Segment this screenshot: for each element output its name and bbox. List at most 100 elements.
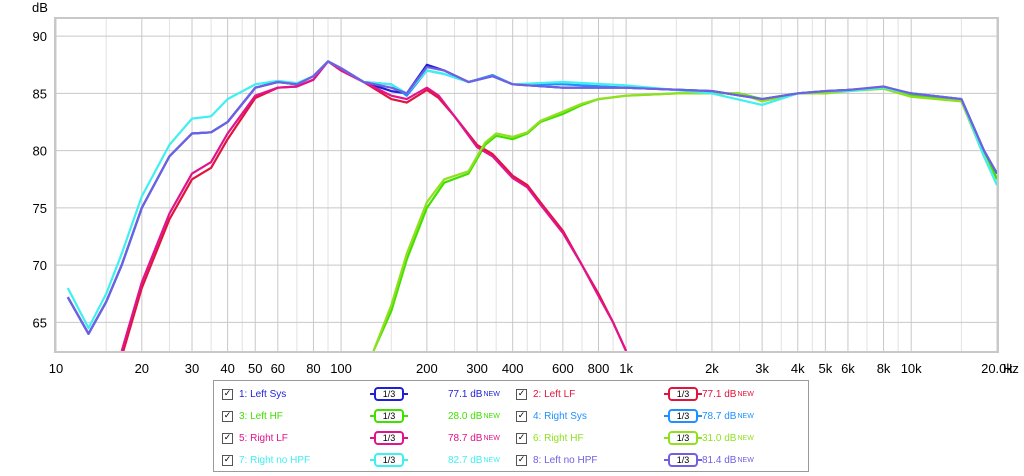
x-tick-label: 5k	[819, 361, 833, 376]
series-visibility-checkbox[interactable]: ✓	[516, 454, 527, 466]
level-value: 78.7 dB	[448, 432, 483, 444]
legend-label: 2: Left LF	[533, 388, 576, 400]
smoothing-button[interactable]: 1/3	[370, 453, 408, 467]
level-value: 77.1 dB	[448, 388, 483, 400]
y-tick-labels: 65 70 75 80 85 90	[33, 29, 47, 330]
x-axis-label: Hz	[1003, 361, 1019, 376]
x-tick-label: 200	[416, 361, 438, 376]
legend-label: 4: Right Sys	[533, 410, 587, 422]
x-tick-label: 10k	[901, 361, 922, 376]
legend-entry: ✓ 5: Right LF	[222, 427, 288, 449]
legend-entry: ✓ 6: Right HF	[516, 427, 584, 449]
y-tick-label: 65	[33, 315, 47, 330]
level-readout: 77.1 dB NEW	[448, 383, 500, 405]
legend-label: 5: Right LF	[239, 432, 288, 444]
legend-label: 1: Left Sys	[239, 388, 287, 400]
legend-label: 7: Right no HPF	[239, 454, 311, 466]
x-tick-labels: 10 20 30 40 50 60 80 100 200 300 400 600 800 1k 2k 3k 4k…	[49, 361, 1014, 376]
grid	[55, 19, 998, 351]
smoothing-label: 1/3	[676, 389, 690, 399]
smoothing-label: 1/3	[676, 433, 690, 443]
legend-entry: ✓ 4: Right Sys	[516, 405, 587, 427]
series-visibility-checkbox[interactable]: ✓	[222, 432, 233, 444]
level-readout: 78.7 dB NEW	[448, 427, 500, 449]
series-line-5-right-lf[interactable]	[120, 60, 628, 351]
legend-entry: ✓ 3: Left HF	[222, 405, 283, 427]
x-tick-label: 3k	[755, 361, 769, 376]
x-tick-label: 2k	[705, 361, 719, 376]
x-tick-label: 400	[502, 361, 524, 376]
x-tick-label: 50	[248, 361, 262, 376]
series-visibility-checkbox[interactable]: ✓	[222, 454, 233, 466]
legend-entry: ✓ 2: Left LF	[516, 383, 575, 405]
legend-entry: ✓ 1: Left Sys	[222, 383, 286, 405]
smoothing-label: 1/3	[382, 433, 396, 443]
new-badge: NEW	[737, 434, 754, 442]
series-visibility-checkbox[interactable]: ✓	[516, 432, 527, 444]
level-readout: 78.7 dB NEW	[702, 405, 754, 427]
new-badge: NEW	[483, 434, 500, 442]
new-badge: NEW	[483, 390, 500, 398]
y-tick-label: 75	[33, 201, 47, 216]
legend-label: 8: Left no HPF	[533, 454, 598, 466]
legend-label: 3: Left HF	[239, 410, 283, 422]
level-value: 28.0 dB	[448, 410, 483, 422]
x-tick-label: 60	[271, 361, 285, 376]
y-axis-label: dB	[32, 0, 48, 15]
x-tick-label: 20	[135, 361, 149, 376]
smoothing-label: 1/3	[382, 455, 396, 465]
smoothing-button[interactable]: 1/3	[664, 453, 702, 467]
legend-entry: ✓ 8: Left no HPF	[516, 449, 597, 471]
level-readout: 81.4 dB NEW	[702, 449, 754, 471]
level-readout: 77.1 dB NEW	[702, 383, 754, 405]
smoothing-button[interactable]: 1/3	[664, 431, 702, 445]
series-visibility-checkbox[interactable]: ✓	[516, 388, 527, 400]
level-value: 81.4 dB	[702, 454, 737, 466]
x-tick-label: 1k	[619, 361, 633, 376]
x-tick-label: 80	[306, 361, 320, 376]
x-tick-label: 40	[220, 361, 234, 376]
x-tick-label: 4k	[791, 361, 805, 376]
x-tick-label: 20.0k	[981, 361, 1013, 376]
series-line-2-left-lf[interactable]	[122, 60, 628, 356]
legend: ✓ 1: Left Sys 1/3 77.1 dB NEW ✓ 2: Left LF 1/3 7…	[213, 380, 809, 472]
legend-row: ✓ 3: Left HF 1/3 28.0 dB NEW ✓ 4: Right Sys 1/3…	[214, 405, 808, 427]
smoothing-button[interactable]: 1/3	[664, 409, 702, 423]
level-readout: 31.0 dB NEW	[702, 427, 754, 449]
smoothing-button[interactable]: 1/3	[664, 387, 702, 401]
level-value: 78.7 dB	[702, 410, 737, 422]
frequency-response-chart: dB Hz 65 70 75 80 85 90 10 20 30 40 50 60 80 100 200 3…	[32, 0, 1019, 376]
level-readout: 28.0 dB NEW	[448, 405, 500, 427]
legend-label: 6: Right HF	[533, 432, 584, 444]
y-tick-label: 85	[33, 86, 47, 101]
series-group[interactable]	[66, 60, 997, 356]
x-tick-label: 800	[588, 361, 610, 376]
new-badge: NEW	[737, 412, 754, 420]
smoothing-label: 1/3	[676, 411, 690, 421]
x-tick-label: 600	[552, 361, 574, 376]
level-value: 31.0 dB	[702, 432, 737, 444]
x-tick-label: 30	[185, 361, 199, 376]
new-badge: NEW	[737, 390, 754, 398]
series-visibility-checkbox[interactable]: ✓	[222, 410, 233, 422]
smoothing-button[interactable]: 1/3	[370, 431, 408, 445]
smoothing-label: 1/3	[382, 389, 396, 399]
legend-row: ✓ 5: Right LF 1/3 78.7 dB NEW ✓ 6: Right HF 1/3…	[214, 427, 808, 449]
series-line-8-left-no-hpf[interactable]	[66, 60, 997, 335]
level-readout: 82.7 dB NEW	[448, 449, 500, 471]
new-badge: NEW	[737, 456, 754, 464]
series-visibility-checkbox[interactable]: ✓	[516, 410, 527, 422]
series-visibility-checkbox[interactable]: ✓	[222, 388, 233, 400]
smoothing-label: 1/3	[676, 455, 690, 465]
smoothing-label: 1/3	[382, 411, 396, 421]
legend-entry: ✓ 7: Right no HPF	[222, 449, 310, 471]
new-badge: NEW	[483, 456, 500, 464]
smoothing-button[interactable]: 1/3	[370, 387, 408, 401]
legend-row: ✓ 7: Right no HPF 1/3 82.7 dB NEW ✓ 8: Left no…	[214, 449, 808, 471]
smoothing-button[interactable]: 1/3	[370, 409, 408, 423]
x-tick-label: 100	[330, 361, 352, 376]
level-value: 77.1 dB	[702, 388, 737, 400]
x-tick-label: 8k	[877, 361, 891, 376]
y-tick-label: 90	[33, 29, 47, 44]
x-tick-label: 300	[466, 361, 488, 376]
